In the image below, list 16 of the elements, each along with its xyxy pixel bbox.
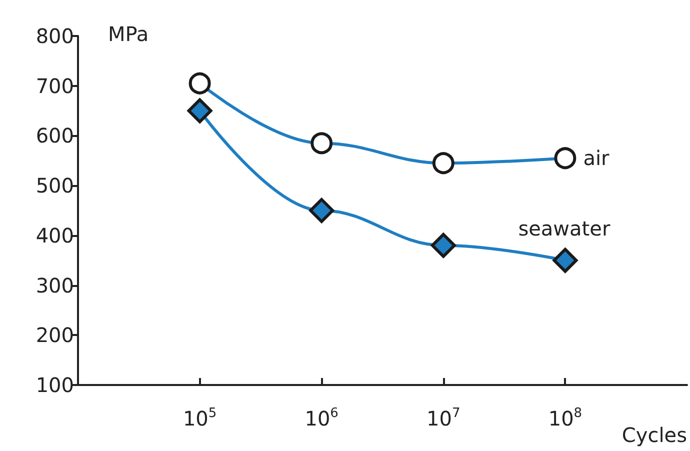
- y-tick-label: 500: [36, 174, 74, 198]
- series-label: seawater: [518, 216, 611, 240]
- point: [187, 98, 212, 124]
- series-label: air: [583, 146, 610, 170]
- x-axis-title: Cycles: [622, 423, 687, 447]
- y-tick-label: 200: [36, 323, 74, 348]
- y-tick-label: 700: [36, 74, 74, 98]
- point: [430, 232, 456, 258]
- point: [309, 198, 334, 223]
- y-tick-label: 100: [36, 373, 74, 397]
- y-axis-title: MPa: [108, 22, 149, 46]
- y-tick-label: 300: [36, 273, 74, 298]
- y-tick-label: 600: [36, 124, 74, 148]
- y-tick-label: 400: [36, 223, 74, 248]
- point: [552, 248, 578, 273]
- y-tick-label: 800: [36, 24, 74, 48]
